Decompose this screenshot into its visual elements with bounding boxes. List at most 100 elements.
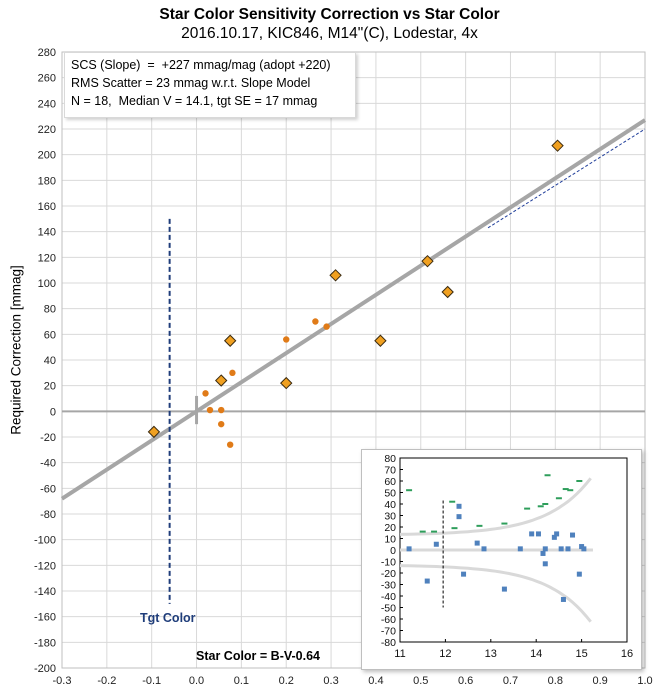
y-tick-label: -100 [34,535,56,547]
annotation-slope: SCS (Slope) = +227 mmag/mag (adopt +220) [71,58,331,72]
inset-x-tick-label: 16 [621,648,633,660]
chart-subtitle: 2016.10.17, KIC846, M14"(C), Lodestar, 4… [181,25,478,42]
inset-y-tick-label: -20 [381,568,396,580]
data-point-dot [226,441,234,448]
fitted-slope-line [60,118,647,501]
x-tick-label: -0.3 [53,675,72,687]
y-tick-label: 200 [38,150,56,162]
x-tick-label: 0.1 [234,675,249,687]
inset-point-square [517,546,523,552]
y-tick-label: 280 [38,47,56,59]
data-point-diamond [551,139,564,152]
y-tick-label: 40 [44,355,56,367]
data-point-diamond [421,254,434,268]
y-tick-label: 260 [38,73,56,85]
inset-y-tick-label: 80 [384,453,396,465]
inset-y-tick-label: -30 [381,580,396,592]
x-tick-label: 0.4 [368,675,383,687]
data-point-dot [202,390,209,397]
y-tick-label: -60 [40,483,56,495]
inset-x-tick-label: 13 [485,648,497,660]
y-tick-label: 0 [50,406,56,418]
target-color-label: Tgt Color [140,611,196,625]
y-axis-label: Required Correction [mmag] [8,265,24,435]
x-tick-label: 0.3 [323,675,338,687]
annotation-rms: RMS Scatter = 23 mmag w.r.t. Slope Model [71,76,311,90]
inset-chart-svg: -80-70-60-50-40-30-20-100102030405060708… [381,453,633,660]
inset-point-square [406,546,412,552]
y-tick-label: 180 [38,175,56,187]
inset-point-square [474,540,480,546]
x-tick-label: 0.0 [189,675,204,687]
inset-point-square [565,546,571,552]
adopted-slope-line [487,128,646,229]
data-point-diamond [280,376,293,390]
inset-x-tick-label: 14 [530,648,542,660]
inset-y-tick-label: 60 [384,476,396,488]
inset-point-square [570,532,576,538]
x-tick-label: 0.7 [503,675,518,687]
data-point-diamond [223,334,237,347]
x-tick-label: 1.0 [637,675,652,687]
x-tick-label: -0.1 [142,675,161,687]
inset-x-tick-label: 12 [439,648,451,660]
data-point-dot [229,369,236,377]
y-tick-label: -160 [34,612,56,624]
x-tick-label: 0.2 [279,675,294,687]
stats-annotation-box: SCS (Slope) = +227 mmag/mag (adopt +220)… [64,52,356,118]
inset-point-square [501,586,507,592]
inset-x-tick-label: 15 [575,648,587,660]
y-tick-label: -180 [34,637,56,649]
inset-point-square [542,561,548,567]
y-tick-label: -80 [40,509,56,521]
data-point-dot [283,336,290,343]
y-tick-label: -120 [34,560,56,572]
data-point-diamond [214,374,228,387]
inset-point-square [542,546,548,552]
x-tick-label: -0.2 [97,675,116,687]
inset-y-tick-label: 20 [384,522,396,534]
y-tick-label: 220 [38,124,56,136]
chart-title: Star Color Sensitivity Correction vs Sta… [159,6,500,23]
data-point-diamond [147,425,161,439]
data-point-dot [312,318,319,325]
data-point-dot [206,406,214,414]
inset-y-tick-label: -70 [381,626,396,638]
y-tick-label: 20 [44,381,56,393]
inset-point-square [535,531,541,537]
inset-point-square [424,578,430,584]
inset-y-tick-label: -80 [381,637,396,649]
inset-upper-band [399,477,592,536]
inset-point-square [576,571,582,577]
y-tick-label: -40 [40,458,56,470]
inset-point-square [581,546,587,552]
inset-point-square [540,550,546,556]
inset-lower-band [399,564,592,623]
inset-point-square [551,534,557,540]
y-tick-label: 100 [38,278,56,290]
inset-y-tick-label: -10 [381,557,396,569]
y-tick-label: 160 [38,201,56,213]
data-point-dot [323,323,330,330]
inset-point-square [433,541,439,547]
y-tick-label: 80 [44,304,56,316]
inset-y-tick-label: 0 [390,545,396,557]
data-point-dot [218,406,225,414]
inset-chart: -80 -70 -60 -50 -40 -30 -20 -10 0 10 20 30 40 50 60 70 8… [361,449,642,670]
data-point-dot [218,420,225,428]
x-tick-label: 0.9 [593,675,608,687]
x-axis-label: Star Color = B-V-0.64 [196,649,320,663]
inset-point-square [529,531,535,537]
inset-y-tick-label: -60 [381,614,396,626]
inset-y-tick-label: 70 [384,465,396,477]
inset-point-square [560,596,566,602]
inset-point-square [481,546,487,552]
y-tick-label: -200 [34,663,56,675]
inset-y-tick-label: -50 [381,603,396,615]
inset-y-tick-label: 10 [384,534,396,546]
inset-y-tick-label: 30 [384,511,396,523]
inset-point-square [554,531,560,537]
inset-y-tick-label: -40 [381,591,396,603]
y-tick-label: 60 [44,329,56,341]
y-tick-label: -20 [40,432,56,444]
